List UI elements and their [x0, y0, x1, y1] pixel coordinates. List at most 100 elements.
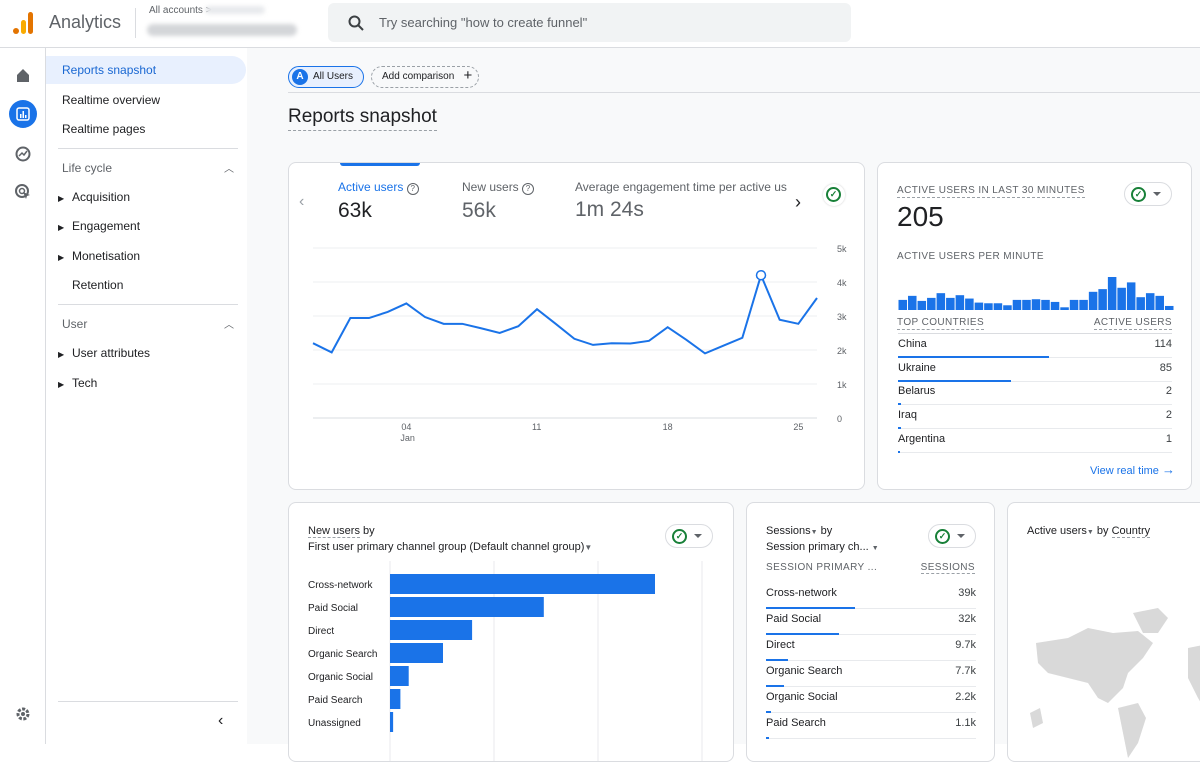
- sessions-value: 7.7k: [955, 665, 976, 677]
- nav-item-engagement[interactable]: ▶Engagement: [58, 219, 140, 233]
- help-icon[interactable]: ?: [522, 183, 534, 195]
- nav-item-monetisation[interactable]: ▶Monetisation: [58, 249, 140, 263]
- metric-label: Average engagement time per active us: [575, 180, 790, 194]
- divider: [58, 701, 238, 702]
- x-tick-label: 11: [532, 422, 541, 432]
- label: Add comparison: [382, 71, 454, 82]
- country-name: China: [898, 338, 927, 350]
- sessions-row[interactable]: Paid Search1.1k: [766, 713, 976, 739]
- account-breadcrumb[interactable]: All accounts >: [149, 5, 212, 16]
- nav-item-retention[interactable]: Retention: [58, 278, 123, 292]
- metric-dropdown[interactable]: Active users▼: [1027, 525, 1094, 537]
- nav-item-reports-snapshot[interactable]: Reports snapshot: [46, 56, 246, 84]
- compare-status-button[interactable]: ✓: [1124, 182, 1172, 206]
- label: First user primary channel group (Defaul…: [308, 541, 584, 553]
- label: Engagement: [72, 219, 140, 233]
- sessions-row[interactable]: Organic Social2.2k: [766, 687, 976, 713]
- per-minute-bar: [1155, 296, 1164, 310]
- help-icon[interactable]: ?: [407, 183, 419, 195]
- country-value: 1: [1166, 433, 1172, 445]
- nav-item-acquisition[interactable]: ▶Acquisition: [58, 190, 130, 204]
- settings-icon[interactable]: [9, 700, 37, 728]
- realtime-title: Active users in last 30 minutes: [897, 185, 1085, 198]
- section-life-cycle[interactable]: Life cycle: [62, 161, 112, 175]
- app-title: Analytics: [49, 12, 121, 33]
- per-minute-bar: [1032, 299, 1041, 310]
- view-real-time-link[interactable]: View real time →: [1090, 462, 1175, 477]
- sessions-row[interactable]: Paid Social32k: [766, 609, 976, 635]
- search-input[interactable]: Try searching "how to create funnel": [328, 3, 851, 42]
- search-icon: [348, 15, 364, 31]
- channel-name: Organic Social: [766, 691, 838, 703]
- metric-tab-engagement-time[interactable]: Average engagement time per active us 1m…: [575, 180, 790, 222]
- x-tick-label: 25: [793, 422, 803, 432]
- advertising-icon[interactable]: [9, 178, 37, 206]
- category-label: Organic Search: [308, 649, 377, 660]
- bar: [390, 712, 393, 732]
- chevron-left-icon[interactable]: ‹: [299, 193, 304, 211]
- metric-title[interactable]: New users: [308, 525, 360, 538]
- home-icon[interactable]: [9, 61, 37, 89]
- category-label: Paid Search: [308, 695, 362, 706]
- blurred-property-selector[interactable]: [147, 24, 297, 36]
- country-row[interactable]: Ukraine85: [898, 358, 1172, 382]
- dimension-dropdown[interactable]: First user primary channel group (Defaul…: [308, 541, 592, 553]
- metric-tab-new-users[interactable]: New users ? 56k: [462, 180, 534, 223]
- compare-status-button[interactable]: ✓: [665, 524, 713, 548]
- dimension-label[interactable]: Country: [1112, 525, 1151, 538]
- search-placeholder: Try searching "how to create funnel": [379, 15, 587, 30]
- segment-chip-all-users[interactable]: A All Users: [288, 66, 364, 88]
- x-tick-label: 04: [401, 422, 411, 432]
- arrow-right-icon: →: [1162, 462, 1175, 477]
- per-minute-label: Active users per minute: [897, 251, 1044, 262]
- caret-down-icon: [1153, 192, 1161, 196]
- per-minute-bar: [1165, 306, 1174, 310]
- reports-icon[interactable]: [9, 100, 37, 128]
- per-minute-bar: [937, 293, 946, 310]
- compare-status-button[interactable]: ✓: [928, 524, 976, 548]
- add-comparison-button[interactable]: Add comparison +: [371, 66, 479, 88]
- explore-icon[interactable]: [9, 140, 37, 168]
- nav-item-realtime-overview[interactable]: Realtime overview: [46, 86, 246, 114]
- metric-tab-active-users[interactable]: Active users ? 63k: [338, 180, 419, 223]
- sessions-row[interactable]: Cross-network39k: [766, 583, 976, 609]
- nav-item-user-attributes[interactable]: ▶User attributes: [58, 346, 150, 360]
- nav-item-tech[interactable]: ▶Tech: [58, 376, 97, 390]
- chevron-up-icon[interactable]: ︿: [224, 160, 234, 175]
- compare-status-button[interactable]: ✓: [823, 184, 845, 206]
- sessions-row[interactable]: Direct9.7k: [766, 635, 976, 661]
- label: Retention: [72, 278, 123, 292]
- y-tick-label: 0: [837, 414, 842, 424]
- col-active-users: Active users: [1094, 317, 1172, 330]
- country-row[interactable]: Iraq2: [898, 405, 1172, 429]
- metric-value: 1m 24s: [575, 198, 790, 222]
- nav-item-realtime-pages[interactable]: Realtime pages: [46, 115, 246, 143]
- chevron-right-icon[interactable]: ›: [795, 192, 801, 213]
- per-minute-bar: [918, 301, 927, 310]
- x-sub-label: Jan: [400, 433, 415, 443]
- section-user[interactable]: User: [62, 317, 87, 331]
- chevron-up-icon[interactable]: ︿: [224, 316, 234, 331]
- collapse-nav-icon[interactable]: ‹: [218, 712, 223, 730]
- per-minute-bar: [1127, 282, 1136, 310]
- y-tick-label: 1k: [837, 380, 847, 390]
- realtime-value: 205: [897, 201, 944, 233]
- selected-tab-indicator: [340, 163, 420, 166]
- per-minute-bar: [1041, 300, 1050, 310]
- country-row[interactable]: Argentina1: [898, 429, 1172, 453]
- caret-right-icon: ▶: [58, 223, 72, 232]
- country-row[interactable]: Belarus2: [898, 381, 1172, 405]
- sessions-row[interactable]: Organic Search7.7k: [766, 661, 976, 687]
- metric-dropdown[interactable]: Sessions▼: [766, 525, 818, 537]
- country-row[interactable]: China114: [898, 334, 1172, 358]
- dimension-dropdown[interactable]: Session primary ch... ▼: [766, 541, 879, 553]
- bar: [390, 689, 400, 709]
- sessions-value: 32k: [958, 613, 976, 625]
- per-minute-bar: [1089, 292, 1098, 310]
- per-minute-bar: [1070, 300, 1079, 310]
- category-label: Organic Social: [308, 672, 373, 683]
- country-share-bar: [898, 451, 900, 453]
- breadcrumb-text: All accounts: [149, 5, 203, 16]
- per-minute-bar: [965, 299, 974, 310]
- overview-card: ‹ Active users ? 63k New users ? 56k Ave…: [288, 162, 865, 490]
